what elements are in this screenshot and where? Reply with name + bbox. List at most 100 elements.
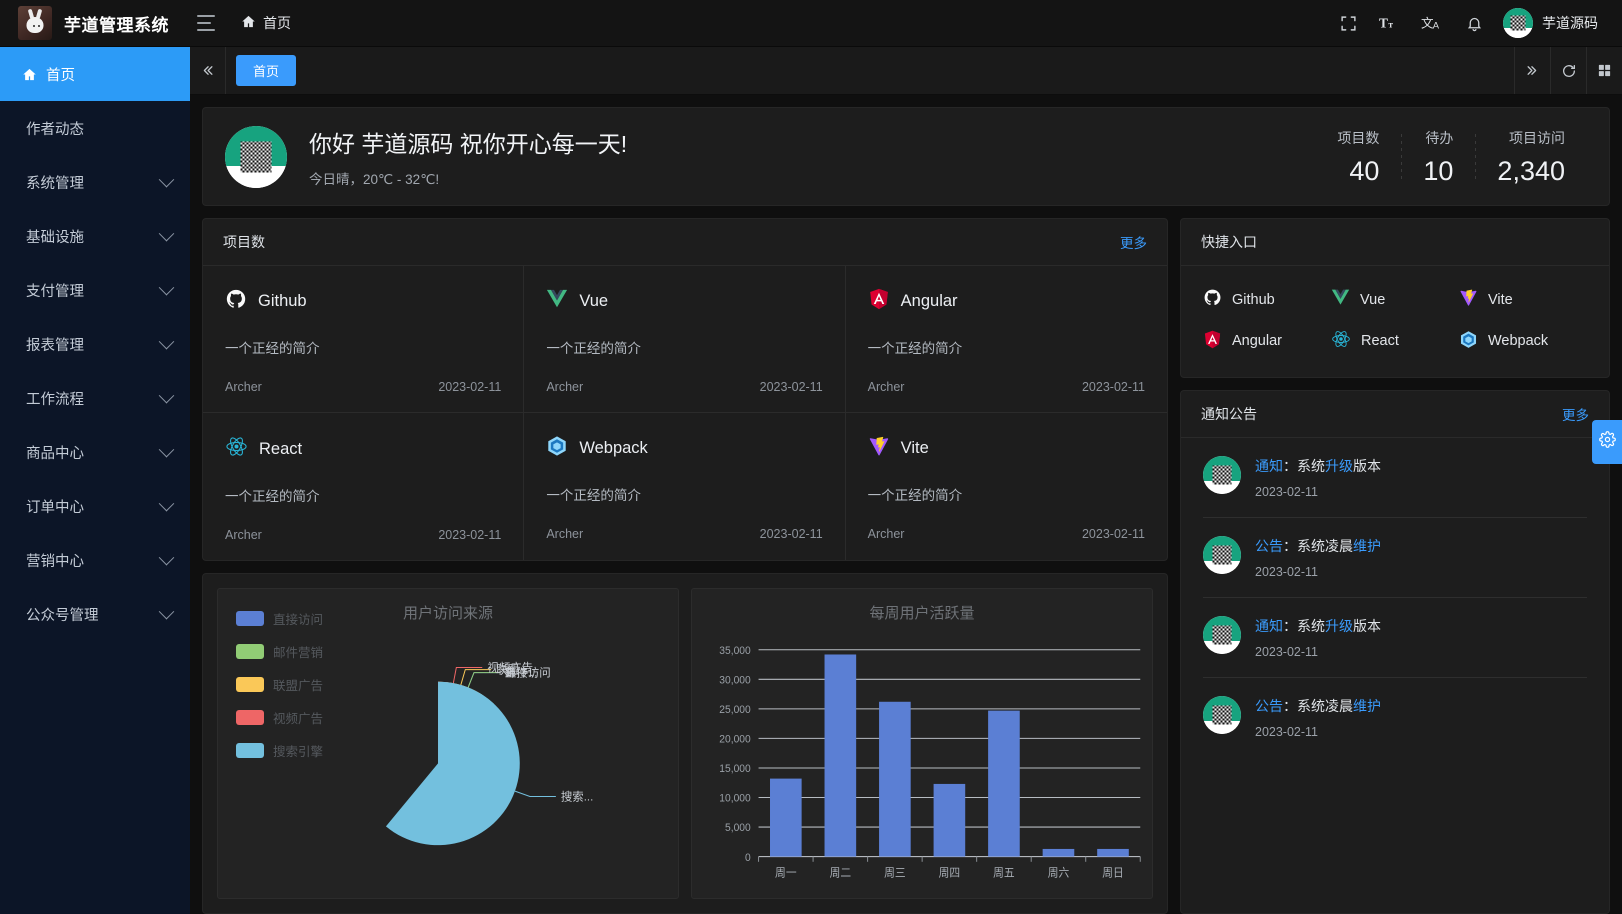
notice-date: 2023-02-11 xyxy=(1255,725,1319,739)
svg-text:15,000: 15,000 xyxy=(719,763,751,775)
svg-text:5,000: 5,000 xyxy=(725,822,751,834)
project-card[interactable]: Vite 一个正经的简介 Archer 2023-02-11 xyxy=(846,413,1167,560)
charts-row: 用户访问来源 直接访问 邮件营销 xyxy=(203,574,1167,913)
sidebar-item-product[interactable]: 商品中心 xyxy=(0,425,190,479)
project-card[interactable]: Github 一个正经的简介 Archer 2023-02-11 xyxy=(203,266,525,413)
project-name: Webpack xyxy=(579,439,648,457)
notice-avatar xyxy=(1203,616,1241,654)
brand[interactable]: 芋道管理系统 xyxy=(0,6,185,40)
projects-header: 项目数 更多 xyxy=(203,219,1167,266)
quick-entry-vite[interactable]: Vite xyxy=(1459,288,1587,311)
legend-label: 搜索引擎 xyxy=(273,745,324,759)
quick-entry-label: Angular xyxy=(1232,333,1282,349)
chevron-double-right-icon[interactable] xyxy=(1514,47,1550,94)
project-card[interactable]: Webpack 一个正经的简介 Archer 2023-02-11 xyxy=(524,413,846,560)
quick-entry-webpack[interactable]: Webpack xyxy=(1459,329,1587,353)
svg-text:10,000: 10,000 xyxy=(719,792,751,804)
svg-text:周六: 周六 xyxy=(1048,866,1070,879)
breadcrumb-label: 首页 xyxy=(263,15,291,31)
chevron-double-left-icon[interactable] xyxy=(190,47,226,94)
refresh-icon[interactable] xyxy=(1550,47,1586,94)
notice-highlight: 升级 xyxy=(1325,458,1353,474)
quick-entry-title: 快捷入口 xyxy=(1201,234,1257,250)
project-heading: Webpack xyxy=(546,435,822,462)
legend-item[interactable]: 搜索引擎 xyxy=(236,741,323,760)
project-card[interactable]: React 一个正经的简介 Archer 2023-02-11 xyxy=(203,413,525,560)
brand-title: 芋道管理系统 xyxy=(64,15,169,35)
sidebar-item-order[interactable]: 订单中心 xyxy=(0,479,190,533)
legend-item[interactable]: 视频广告 xyxy=(236,708,323,727)
project-author: Archer xyxy=(546,527,584,541)
settings-fab[interactable] xyxy=(1592,420,1622,464)
stat-project-count: 项目数 40 xyxy=(1315,128,1401,185)
quick-entry-react[interactable]: React xyxy=(1331,329,1459,353)
right-column: 快捷入口 Github xyxy=(1180,218,1610,914)
translate-icon[interactable]: 文 A xyxy=(1413,4,1451,42)
notice-sep: ：系统凌晨 xyxy=(1283,538,1353,554)
notices-more-link[interactable]: 更多 xyxy=(1562,408,1589,423)
tab-home[interactable]: 首页 xyxy=(236,55,297,86)
svg-text:25,000: 25,000 xyxy=(719,704,751,716)
quick-entry-vue[interactable]: Vue xyxy=(1331,288,1459,311)
sidebar-item-report[interactable]: 报表管理 xyxy=(0,317,190,371)
notices-card: 通知公告 更多 通知：系统升级 xyxy=(1180,390,1610,914)
notice-prefix: 通知 xyxy=(1255,458,1283,474)
app-logo-rabbit-icon xyxy=(18,6,52,40)
project-author: Archer xyxy=(867,380,905,394)
sidebar-item-label: 商品中心 xyxy=(26,445,84,462)
quick-entry-angular[interactable]: Angular xyxy=(1203,329,1331,353)
sidebar-item-system[interactable]: 系统管理 xyxy=(0,155,190,209)
sidebar-item-infra[interactable]: 基础设施 xyxy=(0,209,190,263)
pie-chart[interactable]: 用户访问来源 直接访问 邮件营销 xyxy=(217,588,679,899)
project-heading: Vue xyxy=(546,288,822,315)
charts-card: 用户访问来源 直接访问 邮件营销 xyxy=(202,573,1168,914)
hamburger-icon[interactable] xyxy=(197,15,219,31)
notice-item[interactable]: 通知：系统升级版本 2023-02-11 xyxy=(1203,438,1587,518)
chevron-down-icon xyxy=(158,171,175,187)
notice-item[interactable]: 公告：系统凌晨维护 2023-02-11 xyxy=(1203,678,1587,757)
sidebar-item-mp[interactable]: 公众号管理 xyxy=(0,587,190,641)
notice-highlight: 升级 xyxy=(1325,618,1353,634)
projects-title: 项目数 xyxy=(223,234,265,250)
notice-item[interactable]: 通知：系统升级版本 2023-02-11 xyxy=(1203,598,1587,678)
quick-entry-github[interactable]: Github xyxy=(1203,288,1331,311)
sidebar-item-home[interactable]: 首页 xyxy=(0,47,190,101)
legend-swatch xyxy=(236,644,264,659)
grid-icon[interactable] xyxy=(1586,47,1622,94)
project-heading: Vite xyxy=(868,435,1145,462)
svg-text:搜索...: 搜索... xyxy=(561,790,593,804)
sidebar-item-workflow[interactable]: 工作流程 xyxy=(0,371,190,425)
bar-plot-area: 0 5,000 10,000 15,000 20,000 25,000 30,000 35,0… xyxy=(692,627,1152,898)
notice-date: 2023-02-11 xyxy=(1255,645,1319,659)
legend-item[interactable]: 联盟广告 xyxy=(236,675,323,694)
github-icon xyxy=(1203,288,1222,311)
notice-item[interactable]: 公告：系统凌晨维护 2023-02-11 xyxy=(1203,518,1587,598)
sidebar-item-marketing[interactable]: 营销中心 xyxy=(0,533,190,587)
sidebar-item-author-news[interactable]: 作者动态 xyxy=(0,101,190,155)
svg-text:т: т xyxy=(1388,21,1393,31)
notice-title: 通知：系统升级版本 xyxy=(1255,616,1381,636)
notice-date: 2023-02-11 xyxy=(1255,565,1319,579)
font-size-icon[interactable]: T т xyxy=(1371,4,1409,42)
notice-sep: ：系统凌晨 xyxy=(1283,698,1353,714)
legend-swatch xyxy=(236,710,264,725)
angular-icon xyxy=(868,288,890,315)
project-date: 2023-02-11 xyxy=(759,380,823,394)
sidebar-item-label: 报表管理 xyxy=(26,337,84,354)
legend-item[interactable]: 邮件营销 xyxy=(236,642,323,661)
projects-more-link[interactable]: 更多 xyxy=(1120,236,1147,251)
breadcrumb[interactable]: 首页 xyxy=(241,13,291,33)
project-card[interactable]: Vue 一个正经的简介 Archer 2023-02-11 xyxy=(524,266,846,413)
projects-grid: Github 一个正经的简介 Archer 2023-02-11 xyxy=(203,266,1167,560)
legend-item[interactable]: 直接访问 xyxy=(236,609,323,628)
bell-icon[interactable] xyxy=(1455,4,1493,42)
page-scroll[interactable]: 你好 芋道源码 祝你开心每一天! 今日晴，20℃ - 32℃! 项目数 40 待… xyxy=(190,95,1622,914)
project-card[interactable]: Angular 一个正经的简介 Archer 2023-02-11 xyxy=(845,266,1167,413)
sidebar-item-label: 订单中心 xyxy=(26,499,84,516)
main-columns: 项目数 更多 Github xyxy=(202,218,1610,914)
bar-chart[interactable]: 每周用户活跃量 0 5,000 10,000 15,000 20,000 25,000 30… xyxy=(691,588,1153,899)
sidebar-item-payment[interactable]: 支付管理 xyxy=(0,263,190,317)
fullscreen-icon[interactable] xyxy=(1329,4,1367,42)
notice-title: 公告：系统凌晨维护 xyxy=(1255,696,1381,716)
user-menu[interactable]: 芋道源码 xyxy=(1497,8,1612,38)
